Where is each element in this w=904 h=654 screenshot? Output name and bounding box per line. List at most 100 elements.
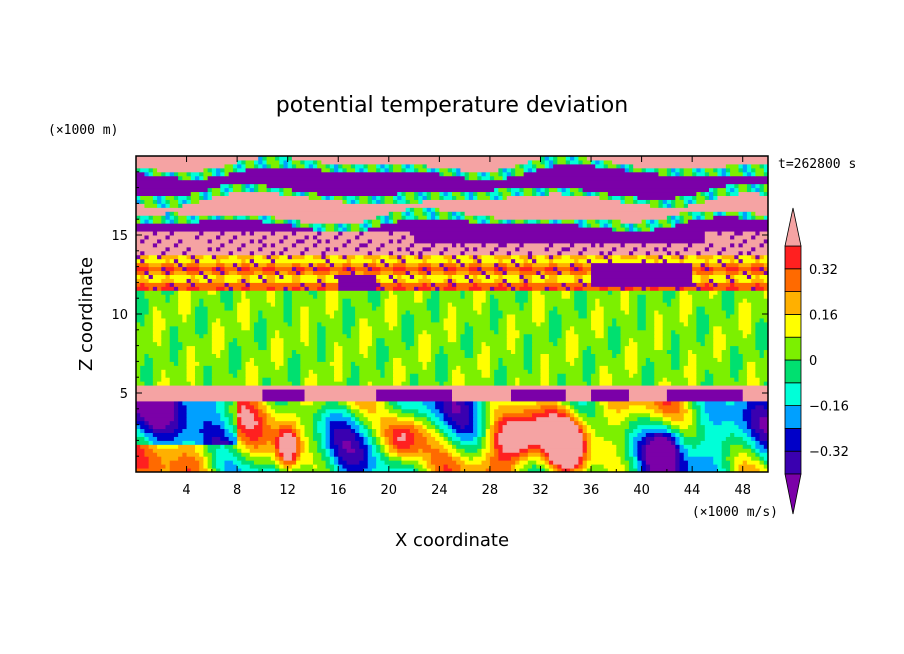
- contour-cell: [612, 254, 622, 260]
- contour-cell: [586, 452, 592, 457]
- contour-cell: [435, 282, 449, 287]
- contour-cell: [300, 325, 310, 331]
- contour-cell: [477, 282, 499, 287]
- contour-cell: [763, 428, 768, 433]
- contour-cell: [220, 298, 234, 303]
- contour-cell: [224, 167, 234, 173]
- contour-cell: [683, 219, 689, 224]
- contour-cell: [296, 460, 314, 465]
- contour-cell: [515, 468, 520, 472]
- contour-cell: [696, 329, 710, 335]
- contour-cell: [342, 199, 348, 204]
- contour-cell: [578, 223, 584, 228]
- contour-cell: [232, 290, 242, 295]
- contour-cell: [169, 215, 175, 220]
- contour-cell: [279, 159, 284, 165]
- contour-cell: [350, 238, 369, 244]
- contour-cell: [296, 266, 306, 272]
- contour-cell: [721, 444, 731, 449]
- contour-cell: [654, 400, 664, 406]
- contour-cell: [717, 357, 723, 362]
- contour-cell: [329, 448, 335, 453]
- contour-cell: [532, 345, 567, 351]
- contour-cell: [165, 246, 171, 252]
- contour-cell: [388, 424, 415, 430]
- contour-cell: [738, 254, 752, 260]
- contour-cell: [190, 171, 200, 177]
- contour-cell: [342, 361, 352, 366]
- contour-cell: [443, 444, 453, 449]
- contour-cell: [430, 294, 440, 299]
- contour-cell: [746, 365, 756, 370]
- contour-cell: [253, 361, 276, 366]
- contour-cell: [595, 357, 626, 362]
- contour-cell: [671, 250, 676, 256]
- contour-cell: [721, 448, 731, 453]
- contour-cell: [190, 258, 196, 264]
- contour-cell: [262, 246, 284, 252]
- contour-cell: [258, 317, 268, 323]
- contour-cell: [662, 333, 672, 339]
- contour-cell: [401, 195, 407, 200]
- contour-cell: [523, 365, 533, 370]
- contour-cell: [342, 444, 352, 449]
- contour-cell: [211, 420, 225, 426]
- contour-cell: [308, 314, 331, 319]
- contour-cell: [300, 270, 306, 275]
- contour-cell: [557, 400, 563, 406]
- contour-cell: [317, 345, 327, 351]
- contour-cell: [494, 278, 504, 283]
- contour-cell: [679, 361, 689, 366]
- colorbar-segment: [784, 427, 802, 452]
- contour-cell: [730, 361, 744, 366]
- contour-cell: [376, 460, 386, 465]
- contour-cell: [224, 333, 255, 339]
- contour-cell: [595, 369, 600, 374]
- contour-cell: [190, 310, 196, 315]
- contour-cell: [182, 400, 217, 406]
- contour-cell: [422, 199, 622, 204]
- contour-cell: [325, 333, 348, 339]
- contour-cell: [519, 456, 529, 461]
- contour-cell: [746, 171, 752, 177]
- contour-cell: [527, 159, 533, 165]
- contour-cell: [152, 171, 162, 177]
- contour-cell: [296, 191, 301, 196]
- contour-cell: [599, 369, 609, 374]
- contour-cell: [641, 258, 647, 264]
- contour-cell: [211, 436, 221, 441]
- x-tick-label: 48: [734, 483, 751, 498]
- contour-cell: [380, 424, 390, 430]
- contour-cell: [312, 270, 331, 275]
- contour-cell: [586, 464, 592, 469]
- contour-cell: [536, 167, 626, 173]
- contour-cell: [224, 329, 255, 335]
- contour-cell: [565, 286, 571, 291]
- contour-cell: [666, 203, 672, 208]
- contour-cell: [709, 294, 714, 299]
- contour-cell: [253, 254, 263, 260]
- contour-cell: [186, 408, 217, 414]
- contour-cell: [506, 377, 516, 382]
- contour-cell: [666, 242, 672, 248]
- contour-cell: [152, 325, 166, 331]
- contour-cell: [207, 444, 221, 449]
- contour-cell: [645, 302, 668, 307]
- contour-cell: [591, 266, 693, 272]
- contour-cell: [662, 321, 685, 327]
- contour-cell: [574, 242, 592, 248]
- contour-cell: [169, 282, 175, 287]
- contour-cell: [523, 464, 533, 469]
- contour-cell: [342, 317, 356, 323]
- contour-cell: [713, 266, 727, 272]
- contour-cell: [696, 369, 706, 374]
- contour-cell: [637, 246, 655, 252]
- contour-cell: [140, 199, 145, 204]
- x-tick-label: 36: [583, 483, 600, 498]
- contour-cell: [334, 452, 339, 457]
- contour-cell: [515, 341, 525, 347]
- contour-cell: [148, 167, 154, 173]
- contour-cell: [637, 424, 668, 430]
- contour-cell: [405, 365, 423, 370]
- contour-cell: [199, 195, 204, 200]
